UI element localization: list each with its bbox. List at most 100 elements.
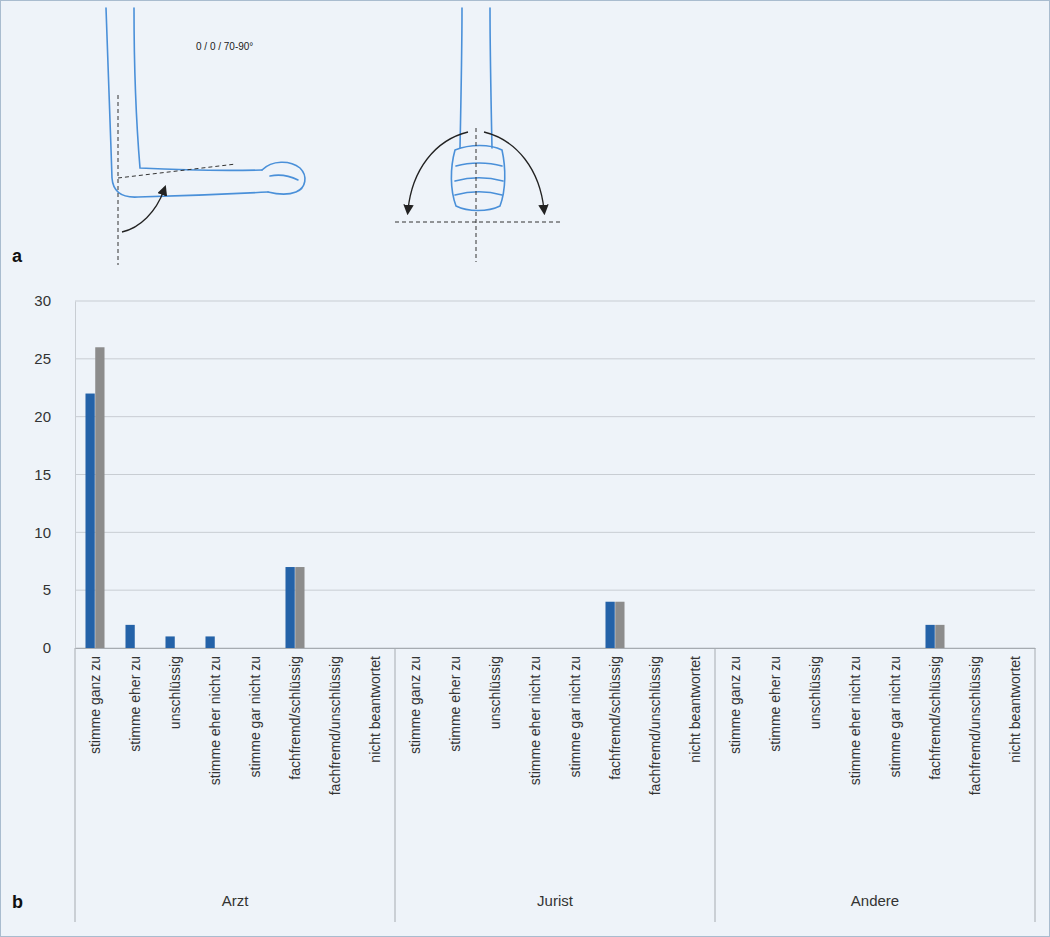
tick: 20 <box>34 408 75 425</box>
bar <box>885 648 894 649</box>
tick: stimme eher zu <box>127 648 143 752</box>
tick-label: stimme eher zu <box>447 656 463 752</box>
tick-label: fachfremd/unschlüssig <box>647 656 663 795</box>
bar <box>565 648 574 649</box>
figure: 0 / 0 / 70-90° a 0 5 10 15 20 25 30 stimme ganz z… <box>0 0 1050 937</box>
tick-label: stimme eher zu <box>767 656 783 752</box>
tick: unschlüssig <box>807 648 823 729</box>
group-label: Arzt <box>222 892 250 909</box>
tick: fachfremd/unschlüssig <box>327 648 343 795</box>
tick-label: stimme eher nicht zu <box>527 656 543 785</box>
panel-label: a <box>12 246 23 266</box>
arm-outline <box>451 146 504 211</box>
bar <box>255 648 264 649</box>
bar <box>365 648 374 649</box>
tick: 25 <box>34 350 75 367</box>
arm-outline <box>455 192 502 195</box>
tick: stimme gar nicht zu <box>247 648 263 777</box>
arm-outline <box>490 8 492 148</box>
arm-outline <box>262 162 305 194</box>
group-label: Andere <box>851 892 899 909</box>
tick: fachfremd/unschlüssig <box>647 648 663 795</box>
bar <box>285 567 294 648</box>
bar <box>375 648 384 649</box>
grid-line <box>75 358 1035 359</box>
tick-label: unschlüssig <box>167 656 183 729</box>
tick-label: unschlüssig <box>807 656 823 729</box>
bar <box>245 648 254 649</box>
tick-label: 20 <box>34 408 51 425</box>
tick: 10 <box>34 524 75 541</box>
bar <box>645 648 654 649</box>
bar <box>615 602 624 648</box>
bar <box>205 636 214 648</box>
bar <box>445 648 454 649</box>
motion-arrow <box>122 190 164 232</box>
tick: nicht beantwortet <box>1007 648 1023 763</box>
x-axis: stimme ganz zu stimme eher zu unschlüssig s… <box>76 648 1036 795</box>
grid-line <box>75 648 1035 649</box>
panel-label: b <box>12 892 23 912</box>
bar <box>735 648 744 649</box>
tick: 15 <box>34 466 75 483</box>
tick-label: nicht beantwortet <box>367 656 383 763</box>
bar <box>335 648 344 649</box>
tick-label: 10 <box>34 524 51 541</box>
tick: unschlüssig <box>487 648 503 729</box>
tick-label: 30 <box>34 292 51 309</box>
tick-label: fachfremd/schlüssig <box>287 656 303 780</box>
tick: stimme eher zu <box>767 648 783 752</box>
tick: stimme gar nicht zu <box>567 648 583 777</box>
tick-label: stimme gar nicht zu <box>247 656 263 777</box>
tick: 30 <box>34 292 75 309</box>
arm-outline <box>270 175 298 180</box>
arm-outline <box>134 8 262 170</box>
tick: nicht beantwortet <box>367 648 383 763</box>
bar <box>415 648 424 649</box>
tick-label: nicht beantwortet <box>1007 656 1023 763</box>
bar <box>1015 648 1024 649</box>
bar <box>725 648 734 649</box>
tick-label: stimme gar nicht zu <box>887 656 903 777</box>
tick: fachfremd/schlüssig <box>287 648 303 780</box>
bar <box>525 648 534 649</box>
reference-line <box>118 164 236 178</box>
bar <box>935 625 944 648</box>
group-separator <box>1035 648 1036 922</box>
tick-label: stimme gar nicht zu <box>567 656 583 777</box>
tick: stimme eher nicht zu <box>207 648 223 785</box>
tick: fachfremd/unschlüssig <box>967 648 983 795</box>
tick-label: 0 <box>43 639 51 656</box>
illustration: 0 / 0 / 70-90° <box>106 8 560 265</box>
grid-line <box>75 532 1035 533</box>
group-separator <box>75 648 76 922</box>
bar <box>575 648 584 649</box>
tick-label: 5 <box>43 581 51 598</box>
tick-label: stimme eher nicht zu <box>207 656 223 785</box>
tick-label: fachfremd/unschlüssig <box>327 656 343 795</box>
arm-outline <box>456 163 502 166</box>
grid-line <box>75 474 1035 475</box>
bar <box>975 648 984 649</box>
arm-outline <box>460 8 462 148</box>
background <box>1 1 1050 937</box>
bar <box>125 625 134 648</box>
bar <box>655 648 664 649</box>
arm-outline <box>455 178 503 181</box>
tick-label: stimme ganz zu <box>727 656 743 754</box>
bar <box>1005 648 1014 649</box>
tick-label: stimme ganz zu <box>407 656 423 754</box>
bar <box>765 648 774 649</box>
tick: 5 <box>43 581 75 598</box>
bar <box>965 648 974 649</box>
motion-arrow <box>484 132 544 210</box>
bar <box>925 625 934 648</box>
tick: stimme eher nicht zu <box>527 648 543 785</box>
tick-label: 25 <box>34 350 51 367</box>
tick: fachfremd/schlüssig <box>927 648 943 780</box>
tick: stimme eher zu <box>447 648 463 752</box>
tick: 0 <box>43 639 75 656</box>
grid <box>75 301 1035 648</box>
bar <box>485 648 494 649</box>
bar <box>135 648 144 649</box>
